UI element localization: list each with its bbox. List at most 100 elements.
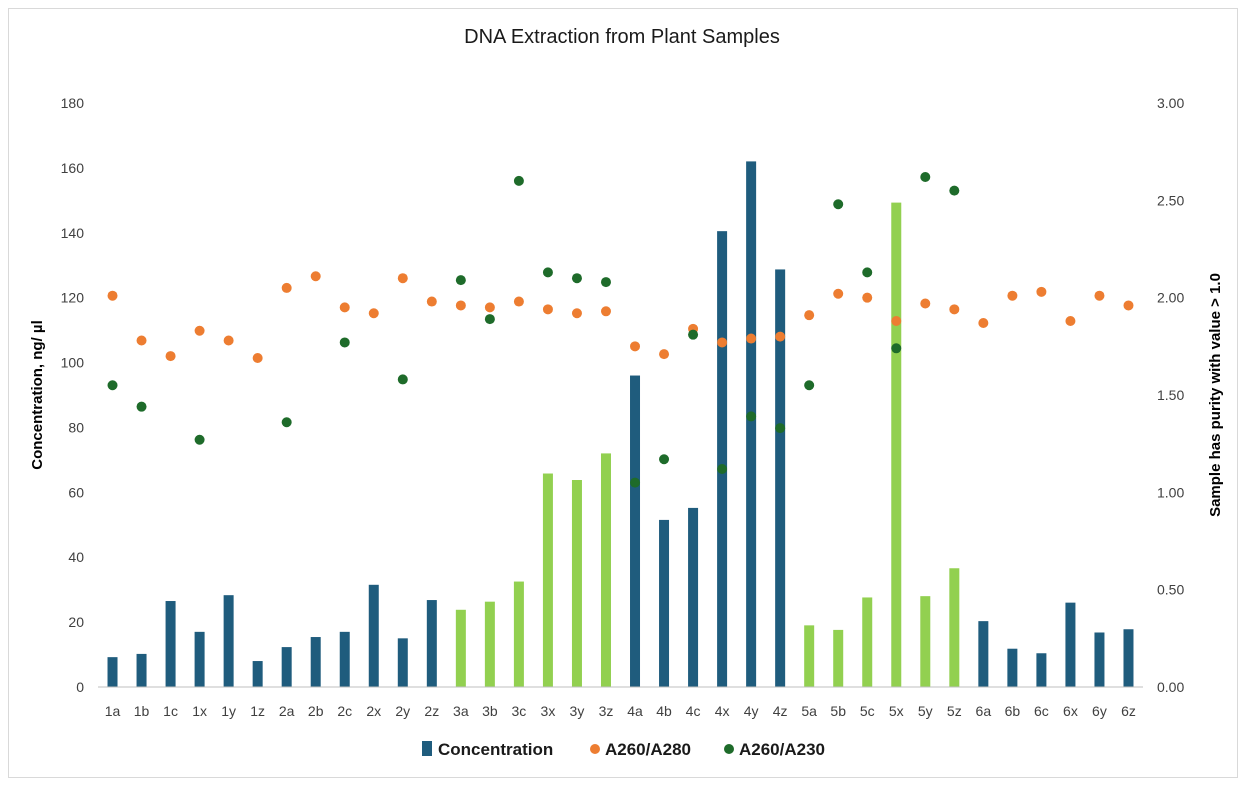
a260-a280-point: [1065, 316, 1076, 327]
chart-area: [8, 8, 1238, 778]
x-tick-label: 6y: [1092, 703, 1107, 719]
concentration-bar: [688, 507, 699, 687]
x-tick-label: 1z: [250, 703, 265, 719]
x-tick-label: 3a: [453, 703, 469, 719]
a260-a280-point: [368, 308, 379, 319]
legend-marker-a260-a280: [590, 744, 600, 754]
concentration-bar: [833, 629, 844, 687]
concentration-bar: [542, 473, 553, 687]
a260-a230-point: [513, 175, 524, 186]
a260-a280-point: [600, 306, 611, 317]
x-tick-label: 3z: [599, 703, 614, 719]
a260-a280-point: [339, 302, 350, 313]
a260-a280-point: [455, 300, 466, 311]
a260-a280-point: [775, 331, 786, 342]
a260-a280-point: [165, 351, 176, 362]
a260-a280-point: [1123, 300, 1134, 311]
concentration-bar: [455, 609, 466, 687]
y2-tick-label: 0.50: [1157, 582, 1184, 598]
x-tick-label: 4a: [627, 703, 643, 719]
a260-a280-point: [194, 325, 205, 336]
a260-a280-point: [1094, 290, 1105, 301]
concentration-bar: [775, 269, 786, 687]
concentration-bar: [339, 631, 350, 687]
x-tick-label: 2b: [308, 703, 324, 719]
a260-a280-point: [862, 292, 873, 303]
y2-tick-label: 3.00: [1157, 95, 1184, 111]
y-tick-label: 140: [61, 225, 85, 241]
concentration-bar: [949, 568, 960, 687]
a260-a280-point: [978, 317, 989, 328]
y-tick-label: 40: [68, 549, 84, 565]
a260-a280-point: [833, 288, 844, 299]
concentration-bar: [659, 519, 670, 687]
y-tick-label: 80: [68, 419, 84, 435]
x-tick-label: 5a: [801, 703, 817, 719]
x-tick-label: 5z: [947, 703, 962, 719]
x-tick-label: 2c: [337, 703, 352, 719]
a260-a230-point: [833, 199, 844, 210]
legend: Concentration A260/A280 A260/A230: [422, 740, 825, 759]
concentration-bar: [281, 647, 292, 687]
y-tick-label: 20: [68, 614, 84, 630]
a260-a230-point: [891, 343, 902, 354]
concentration-bar: [746, 161, 757, 687]
a260-a280-point: [717, 337, 728, 348]
x-tick-label: 6z: [1121, 703, 1136, 719]
a260-a230-point: [717, 463, 728, 474]
x-tick-label: 4x: [715, 703, 730, 719]
concentration-bar: [310, 637, 321, 687]
x-tick-label: 6x: [1063, 703, 1078, 719]
concentration-bar: [1036, 653, 1047, 687]
a260-a230-point: [484, 314, 495, 325]
x-tick-label: 6a: [976, 703, 992, 719]
concentration-bar: [1065, 602, 1076, 687]
a260-a280-point: [281, 282, 292, 293]
x-tick-label: 6c: [1034, 703, 1049, 719]
x-tick-label: 1a: [105, 703, 121, 719]
legend-label-a260-a230: A260/A230: [739, 740, 825, 759]
a260-a230-point: [281, 417, 292, 428]
concentration-bar: [223, 595, 234, 687]
concentration-bar: [920, 596, 931, 687]
x-tick-label: 1b: [134, 703, 150, 719]
a260-a230-point: [862, 267, 873, 278]
y2-tick-label: 0.00: [1157, 679, 1184, 695]
a260-a230-point: [949, 185, 960, 196]
a260-a230-point: [688, 329, 699, 340]
concentration-bar: [1094, 632, 1105, 687]
legend-swatch-concentration: [422, 741, 432, 756]
concentration-bar: [630, 375, 641, 687]
chart-title: DNA Extraction from Plant Samples: [464, 26, 780, 48]
a260-a230-point: [920, 171, 931, 182]
a260-a230-point: [571, 273, 582, 284]
x-tick-label: 2a: [279, 703, 295, 719]
a260-a280-point: [630, 341, 641, 352]
a260-a230-point: [600, 277, 611, 288]
a260-a230-point: [804, 380, 815, 391]
legend-marker-a260-a230: [724, 744, 734, 754]
y2-tick-label: 1.00: [1157, 484, 1184, 500]
concentration-bar: [862, 597, 873, 687]
x-tick-label: 5x: [889, 703, 904, 719]
concentration-bar: [368, 584, 379, 687]
concentration-bar: [600, 453, 611, 687]
concentration-bar: [426, 600, 437, 687]
a260-a280-point: [310, 271, 321, 282]
a260-a280-point: [513, 296, 524, 307]
y-tick-label: 180: [61, 95, 85, 111]
a260-a230-point: [339, 337, 350, 348]
a260-a280-point: [659, 349, 670, 360]
concentration-bar: [513, 581, 524, 687]
a260-a280-point: [397, 273, 408, 284]
a260-a280-point: [804, 310, 815, 321]
a260-a230-point: [136, 401, 147, 412]
x-tick-label: 6b: [1005, 703, 1021, 719]
a260-a280-point: [223, 335, 234, 346]
concentration-bar: [717, 231, 728, 687]
a260-a230-point: [542, 267, 553, 278]
a260-a280-point: [891, 316, 902, 327]
concentration-bar: [484, 601, 495, 687]
concentration-bar: [397, 638, 408, 687]
